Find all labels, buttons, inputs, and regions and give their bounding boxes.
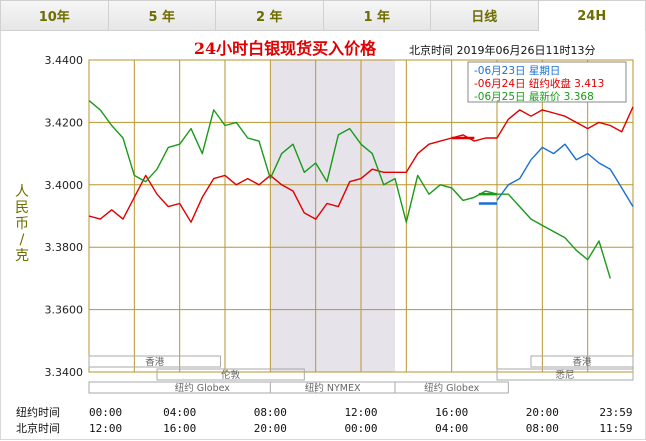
y-tick-label: 3.3800 bbox=[45, 241, 84, 254]
x-tick-label: 20:00 bbox=[254, 422, 287, 435]
session-label: 纽约 Globex bbox=[424, 382, 480, 394]
legend-entry: -06月24日 纽约收盘 3.413 bbox=[474, 77, 604, 90]
period-tabs: 10年 5 年 2 年 1 年 日线 24H bbox=[0, 0, 646, 31]
session-bar bbox=[394, 381, 509, 394]
x-tick-label: 11:59 bbox=[599, 422, 632, 435]
x-tick-label: 12:00 bbox=[344, 406, 377, 419]
session-bar bbox=[496, 368, 634, 381]
y-tick-label: 3.3600 bbox=[45, 304, 84, 317]
x-tick-label: 12:00 bbox=[89, 422, 122, 435]
nymex-session-shade bbox=[270, 60, 395, 372]
session-label: 伦敦 bbox=[221, 369, 241, 381]
chart-timestamp: 北京时间 2019年06月26日11时13分 bbox=[409, 43, 595, 57]
tab-24h[interactable]: 24H bbox=[537, 0, 646, 31]
chart-title: 24小时白银现货买入价格 bbox=[194, 39, 377, 58]
x-row-label: 纽约时间 bbox=[16, 405, 60, 419]
x-tick-label: 16:00 bbox=[435, 406, 468, 419]
session-bar bbox=[88, 355, 221, 368]
session-label: 悉尼 bbox=[555, 369, 574, 381]
series-line-jun24 bbox=[88, 106, 634, 223]
x-tick-label: 20:00 bbox=[526, 406, 559, 419]
session-label: 香港 bbox=[145, 356, 165, 368]
y-tick-label: 3.4400 bbox=[45, 54, 84, 67]
x-tick-label: 04:00 bbox=[163, 406, 196, 419]
y-axis-label-char: 民 bbox=[15, 200, 29, 216]
session-label: 纽约 NYMEX bbox=[305, 382, 361, 394]
x-tick-label: 08:00 bbox=[254, 406, 287, 419]
legend-entry: -06月25日 最新价 3.368 bbox=[474, 90, 594, 103]
tab-5-years[interactable]: 5 年 bbox=[107, 0, 215, 31]
series-line-jun23 bbox=[496, 143, 634, 207]
session-bar bbox=[88, 381, 317, 394]
session-bar bbox=[156, 368, 305, 381]
y-axis-label-char: 人 bbox=[15, 184, 29, 200]
legend-entry: -06月23日 星期日 bbox=[474, 65, 560, 77]
y-axis-label-char: 币 bbox=[15, 216, 29, 232]
y-axis-label-char: / bbox=[20, 232, 25, 248]
y-axis-label-char: 克 bbox=[15, 248, 29, 264]
series-line-jun25 bbox=[88, 100, 611, 279]
session-label: 香港 bbox=[572, 356, 592, 368]
tab-2-years[interactable]: 2 年 bbox=[215, 0, 323, 31]
x-tick-label: 16:00 bbox=[163, 422, 196, 435]
x-tick-label: 00:00 bbox=[89, 406, 122, 419]
legend-box bbox=[467, 61, 627, 103]
x-tick-label: 08:00 bbox=[526, 422, 559, 435]
tab-1-year[interactable]: 1 年 bbox=[322, 0, 430, 31]
x-tick-label: 04:00 bbox=[435, 422, 468, 435]
session-label: 纽约 Globex bbox=[175, 382, 231, 394]
tab-10-years[interactable]: 10年 bbox=[0, 0, 108, 31]
y-tick-label: 3.4200 bbox=[45, 116, 84, 129]
tab-daily[interactable]: 日线 bbox=[430, 0, 538, 31]
session-bar bbox=[530, 355, 634, 368]
y-tick-label: 3.3400 bbox=[45, 366, 84, 379]
x-tick-label: 23:59 bbox=[599, 406, 632, 419]
x-tick-label: 00:00 bbox=[344, 422, 377, 435]
x-row-label: 北京时间 bbox=[16, 421, 60, 435]
y-tick-label: 3.4000 bbox=[45, 179, 84, 192]
